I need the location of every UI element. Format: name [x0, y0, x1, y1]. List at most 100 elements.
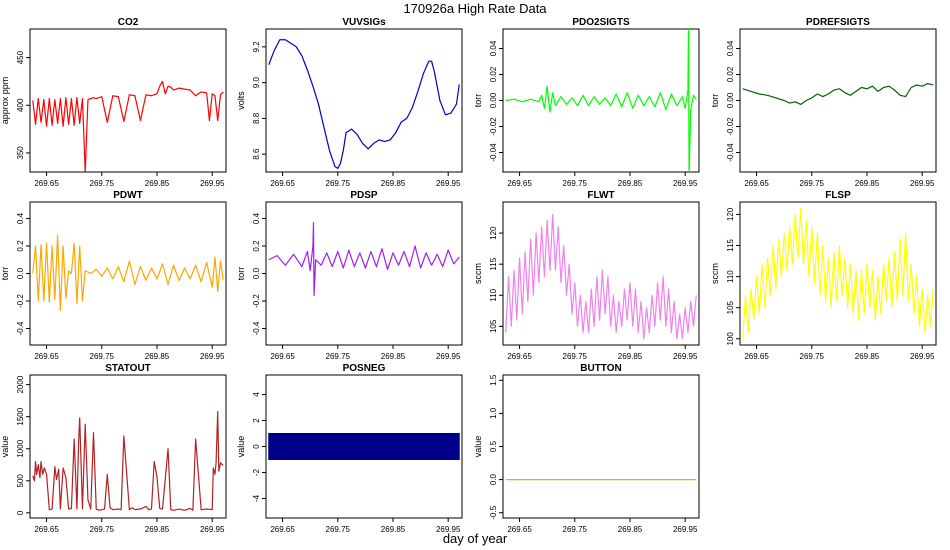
- y-tick-label: 0.4: [16, 212, 25, 224]
- panel-pdo2sigts: PDO2SIGTS 269.65 269.75 269.85 269.95 -0.04 -0…: [473, 17, 700, 188]
- figure-title: 170926a High Rate Data: [403, 1, 547, 16]
- panel-title: PDO2SIGTS: [572, 17, 630, 28]
- series-band: [268, 433, 460, 460]
- x-tick-label: 269.75: [326, 179, 351, 188]
- x-tick-label: 269.95: [436, 179, 461, 188]
- y-tick-label: 0.4: [252, 212, 261, 224]
- y-axis-label: value: [473, 436, 483, 458]
- y-tick-label: -0.04: [726, 143, 735, 162]
- y-tick-label: 0: [16, 510, 25, 515]
- y-tick-label: -0.04: [489, 143, 498, 162]
- y-tick-label: -0.4: [252, 321, 261, 335]
- x-tick-label: 269.75: [800, 352, 825, 361]
- series-line: [32, 234, 224, 312]
- y-tick-label: 2: [252, 418, 261, 423]
- x-tick-label: 269.95: [673, 525, 698, 534]
- y-tick-label: -4: [252, 494, 261, 502]
- y-tick-label: 0.0: [252, 267, 261, 279]
- panel-pdsp: PDSP 269.65 269.75 269.85 269.95 -0.4 -0.2 0.0 0…: [236, 190, 463, 361]
- panel-title: CO2: [118, 17, 139, 28]
- x-tick-label: 269.95: [673, 179, 698, 188]
- y-tick-label: -0.5: [489, 505, 498, 519]
- x-tick-label: 269.75: [326, 525, 351, 534]
- panel-pdrefsigts: PDREFSIGTS 269.65 269.75 269.85 269.95 -0.04 -…: [710, 17, 937, 188]
- x-tick-label: 269.85: [618, 352, 643, 361]
- plot-frame: [502, 374, 700, 519]
- series-line: [268, 222, 460, 297]
- y-tick-label: 0.02: [726, 66, 735, 82]
- y-tick-label: -0.02: [489, 117, 498, 136]
- x-tick-label: 269.85: [145, 352, 170, 361]
- panel-title: BUTTON: [580, 363, 621, 374]
- y-tick-label: 350: [16, 146, 25, 160]
- y-tick-label: -0.2: [252, 294, 261, 308]
- y-tick-label: 450: [16, 50, 25, 64]
- figure-x-axis-label: day of year: [442, 531, 508, 546]
- x-tick-label: 269.75: [563, 179, 588, 188]
- y-tick-label: 110: [726, 270, 735, 283]
- panel-title: POSNEG: [343, 363, 386, 374]
- series-line: [742, 82, 934, 106]
- panel-title: PDSP: [350, 190, 378, 201]
- x-tick-label: 269.85: [145, 179, 170, 188]
- y-axis-label: torr: [473, 94, 483, 108]
- y-tick-label: 0: [252, 444, 261, 449]
- y-tick-label: 500: [16, 474, 25, 488]
- plot-frame: [265, 28, 463, 173]
- panel-pdwt: PDWT 269.65 269.75 269.85 269.95 -0.4 -0.2 0.0 0…: [0, 190, 227, 361]
- y-tick-label: 0.04: [726, 40, 735, 56]
- panel-title: FLWT: [587, 190, 614, 201]
- x-tick-label: 269.65: [507, 525, 532, 534]
- x-tick-label: 269.65: [744, 179, 769, 188]
- panel-button: BUTTON 269.65 269.75 269.85 269.95 -0.5 0.0 0.5…: [473, 363, 700, 534]
- x-tick-label: 269.85: [618, 525, 643, 534]
- y-tick-label: 120: [489, 226, 498, 240]
- x-tick-label: 269.85: [381, 525, 406, 534]
- x-tick-label: 269.85: [618, 179, 643, 188]
- y-tick-label: 100: [726, 332, 735, 346]
- y-tick-label: 105: [726, 300, 735, 314]
- y-tick-label: -0.4: [16, 321, 25, 335]
- y-tick-label: 0.0: [489, 473, 498, 485]
- panel-flsp: FLSP 269.65 269.75 269.85 269.95 100 105 110 115…: [710, 190, 937, 361]
- x-tick-label: 269.75: [800, 179, 825, 188]
- y-axis-label: torr: [0, 267, 10, 281]
- plot-frame: [29, 374, 227, 519]
- x-tick-label: 269.75: [90, 525, 115, 534]
- x-tick-label: 269.95: [436, 352, 461, 361]
- y-tick-label: 2000: [16, 375, 25, 393]
- panel-title: PDWT: [113, 190, 142, 201]
- panel-title: FLSP: [825, 190, 851, 201]
- x-tick-label: 269.65: [507, 352, 532, 361]
- y-tick-label: 105: [489, 319, 498, 333]
- x-tick-label: 269.65: [744, 352, 769, 361]
- series-line: [32, 410, 224, 511]
- panel-title: VUVSIGs: [342, 17, 386, 28]
- x-tick-label: 269.75: [563, 352, 588, 361]
- y-tick-label: 0.5: [489, 440, 498, 452]
- y-tick-label: 115: [726, 239, 735, 252]
- y-tick-label: 0.2: [252, 240, 261, 252]
- y-axis-label: approx ppm: [0, 77, 10, 125]
- series-line: [268, 39, 460, 170]
- y-tick-label: -0.2: [16, 294, 25, 308]
- y-tick-label: 110: [489, 288, 498, 301]
- x-tick-label: 269.95: [436, 525, 461, 534]
- x-tick-label: 269.95: [910, 352, 935, 361]
- x-tick-label: 269.85: [381, 352, 406, 361]
- plot-frame: [739, 28, 937, 173]
- y-tick-label: 120: [726, 207, 735, 221]
- y-axis-label: torr: [236, 267, 246, 281]
- x-tick-label: 269.65: [270, 352, 295, 361]
- x-tick-label: 269.95: [673, 352, 698, 361]
- x-tick-label: 269.85: [855, 352, 880, 361]
- x-tick-label: 269.65: [270, 525, 295, 534]
- x-tick-label: 269.75: [563, 525, 588, 534]
- x-tick-label: 269.75: [326, 352, 351, 361]
- y-axis-label: value: [236, 436, 246, 458]
- y-tick-label: 1000: [16, 439, 25, 457]
- y-axis-label: torr: [710, 94, 720, 108]
- panel-vuvsigs: VUVSIGs 269.65 269.75 269.85 269.95 8.6 8.8 9.0…: [236, 17, 463, 188]
- y-tick-label: 9.0: [252, 77, 261, 89]
